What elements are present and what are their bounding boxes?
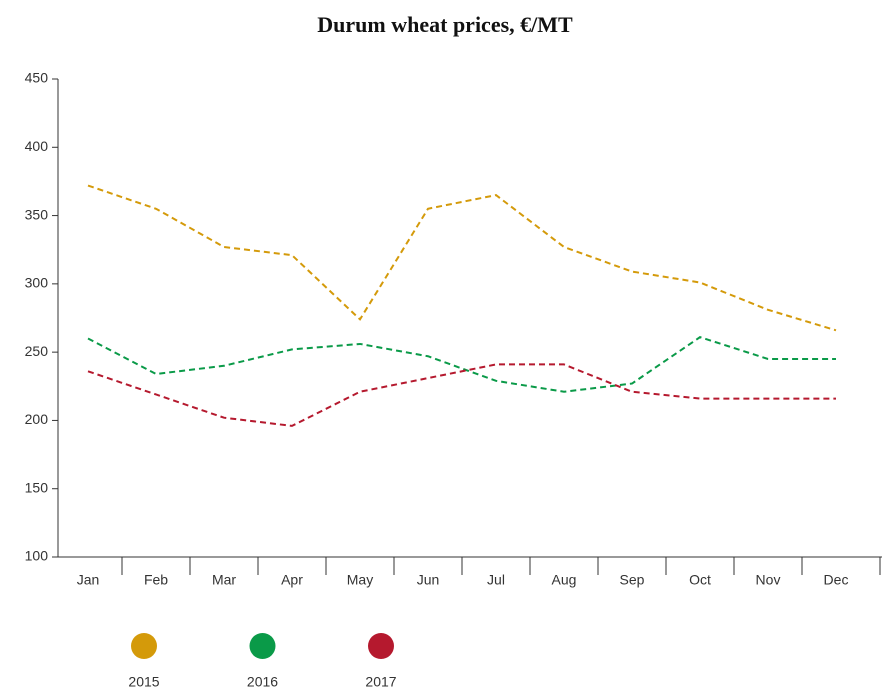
x-tick-label: Jul [487, 572, 505, 588]
y-tick-label: 400 [25, 138, 49, 154]
line-series [87, 336, 836, 393]
legend-swatch [368, 633, 394, 659]
x-tick-label: Dec [824, 572, 849, 588]
x-tick-label: Mar [212, 572, 236, 588]
y-tick-label: 250 [25, 343, 49, 359]
chart-title: Durum wheat prices, €/MT [317, 12, 573, 37]
y-tick-label: 450 [25, 70, 49, 86]
y-tick-label: 350 [25, 206, 49, 222]
legend-swatch [131, 633, 157, 659]
legend-label: 2016 [247, 674, 278, 688]
line-series [87, 363, 836, 427]
y-tick-label: 150 [25, 479, 49, 495]
x-tick-label: Aug [552, 572, 577, 588]
x-tick-label: May [347, 572, 373, 588]
x-tick-label: Jun [417, 572, 440, 588]
x-tick-label: Nov [756, 572, 781, 588]
line-series [87, 184, 837, 332]
x-tick-label: Feb [144, 572, 168, 588]
x-tick-label: Apr [281, 572, 303, 588]
legend-swatch [249, 633, 276, 659]
y-tick-label: 300 [25, 275, 49, 291]
y-tick-label: 100 [25, 548, 49, 564]
x-tick-label: Oct [689, 572, 711, 588]
y-tick-label: 200 [25, 411, 49, 427]
legend-label: 2015 [128, 674, 159, 688]
legend-label: 2017 [365, 674, 396, 688]
x-tick-label: Sep [620, 572, 645, 588]
x-tick-label: Jan [77, 572, 100, 588]
